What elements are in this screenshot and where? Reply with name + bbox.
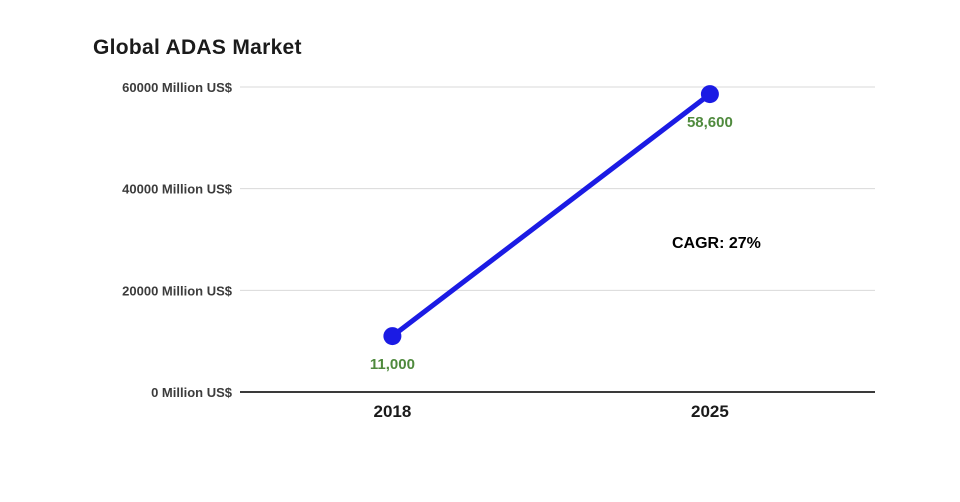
chart-title: Global ADAS Market — [93, 36, 302, 59]
y-axis-tick-label: 20000 Million US$ — [122, 283, 233, 298]
y-axis-tick-label: 0 Million US$ — [151, 385, 233, 400]
y-axis-tick-label: 60000 Million US$ — [122, 80, 233, 95]
x-axis-tick-label: 2018 — [373, 402, 411, 421]
data-point-label: 11,000 — [370, 356, 415, 373]
data-point-marker[interactable] — [700, 85, 719, 104]
cagr-annotation: CAGR: 27% — [672, 235, 761, 252]
data-line — [389, 91, 713, 339]
y-axis-tick-label: 40000 Million US$ — [122, 182, 233, 197]
data-point-marker[interactable] — [383, 327, 402, 346]
data-point-label: 58,600 — [687, 114, 733, 131]
x-axis-tick-label: 2025 — [691, 402, 729, 421]
